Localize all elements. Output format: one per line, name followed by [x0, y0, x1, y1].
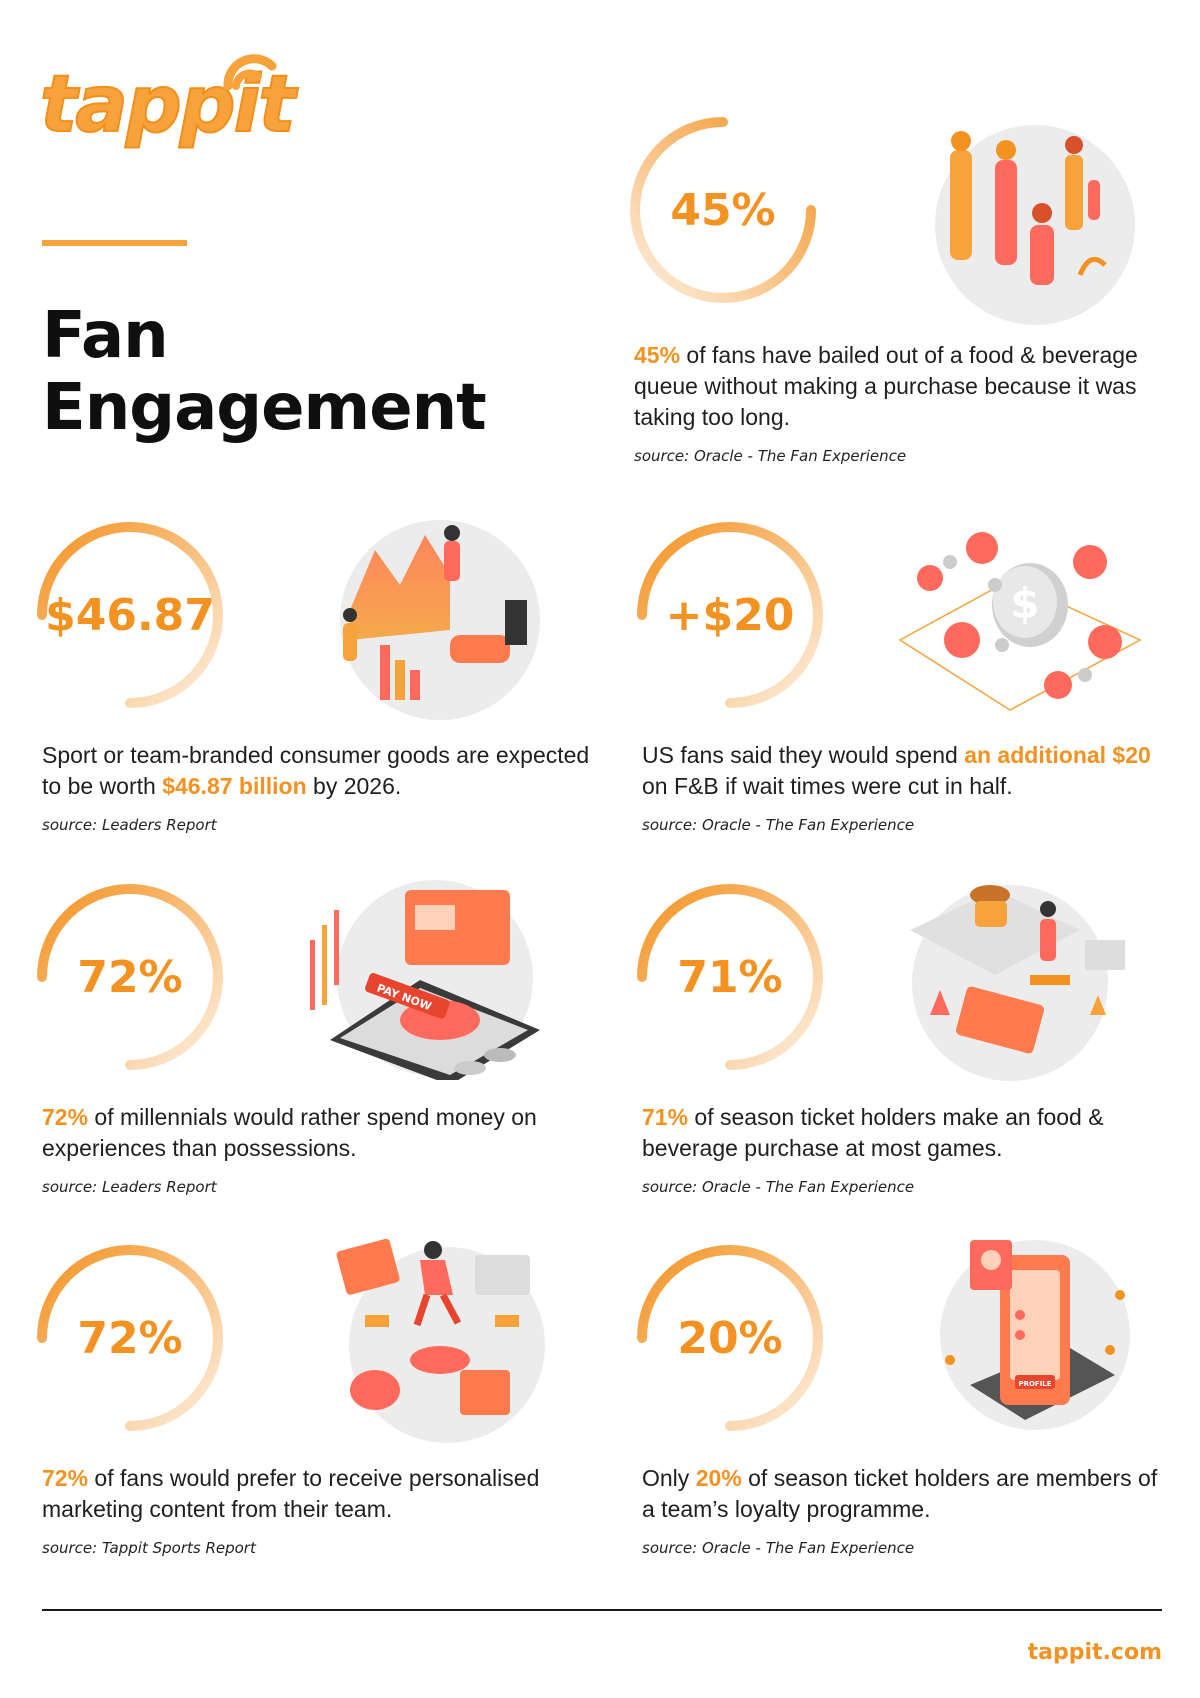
- market-growth-charts-illustration: [330, 515, 540, 720]
- tappit-logo: tappit: [39, 42, 297, 152]
- coin-network-illustration: $: [890, 520, 1142, 720]
- stat-description: 71% of season ticket holders make an foo…: [642, 1102, 1162, 1203]
- food-order-app-illustration: [900, 875, 1125, 1081]
- stat-ring-20: 20%: [635, 1243, 825, 1433]
- stat-ring-71: 71%: [635, 882, 825, 1072]
- stat-ring-46-87: $46.87: [35, 520, 225, 710]
- stat-description: US fans said they would spend an additio…: [642, 740, 1162, 841]
- stat-ring-45: 45%: [628, 115, 818, 305]
- stat-source: source: Oracle - The Fan Experience: [642, 1539, 915, 1557]
- svg-text:$: $: [1010, 579, 1039, 628]
- stat-source: source: Oracle - The Fan Experience: [642, 816, 915, 834]
- mobile-payment-illustration: PAY NOW: [300, 870, 540, 1080]
- stat-ring-72-personalised: 72%: [35, 1243, 225, 1433]
- people-in-queue-illustration: [930, 125, 1135, 325]
- footer-website-link[interactable]: tappit.com: [1027, 1640, 1162, 1665]
- stat-source: source: Oracle - The Fan Experience: [634, 447, 907, 465]
- stat-source: source: Oracle - The Fan Experience: [642, 1178, 915, 1196]
- loyalty-profile-phone-illustration: PROFILE: [935, 1235, 1135, 1435]
- stat-source: source: Leaders Report: [42, 1178, 217, 1196]
- title-accent-line: [42, 240, 187, 246]
- stat-source: source: Tappit Sports Report: [42, 1539, 256, 1557]
- stat-ring-plus-20: +$20: [635, 520, 825, 710]
- stat-description: Sport or team-branded consumer goods are…: [42, 740, 602, 841]
- stat-description: Only 20% of season ticket holders are me…: [642, 1463, 1162, 1564]
- stat-description: 72% of fans would prefer to receive pers…: [42, 1463, 622, 1564]
- stat-description: 45% of fans have bailed out of a food & …: [634, 340, 1154, 472]
- personalised-marketing-illustration: [335, 1235, 545, 1443]
- stat-source: source: Leaders Report: [42, 816, 217, 834]
- signal-arc-icon: [223, 54, 277, 91]
- footer-divider: [42, 1609, 1162, 1611]
- profile-label: PROFILE: [1018, 1380, 1051, 1388]
- page-title: Fan Engagement: [42, 299, 487, 445]
- stat-description: 72% of millennials would rather spend mo…: [42, 1102, 602, 1203]
- stat-ring-72-millennials: 72%: [35, 882, 225, 1072]
